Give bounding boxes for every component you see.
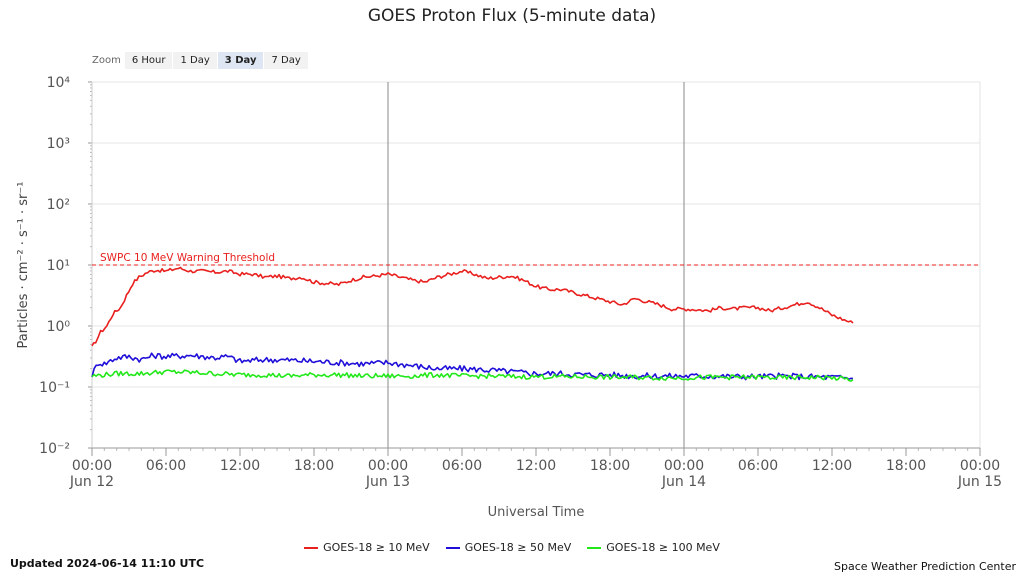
legend-label-100mev: GOES-18 ≥ 100 MeV (606, 541, 720, 554)
x-axis-label: Universal Time (488, 505, 585, 520)
series-line-2 (91, 369, 854, 382)
x-tick-label-4: 00:00 (368, 458, 408, 474)
legend-label-10mev: GOES-18 ≥ 10 MeV (323, 541, 430, 554)
x-date-label-8: Jun 14 (661, 474, 706, 490)
x-date-label-4: Jun 13 (365, 474, 410, 490)
x-tick-label-0: 00:00 (72, 458, 112, 474)
x-date-label-0: Jun 12 (69, 474, 114, 490)
zoom-3-day-button[interactable]: 3 Day (217, 51, 264, 69)
x-tick-label-9: 06:00 (738, 458, 778, 474)
x-tick-label-6: 12:00 (516, 458, 556, 474)
y-tick-label-0: 10⁴ (47, 75, 71, 91)
legend-swatch-100mev (587, 546, 602, 549)
x-tick-label-5: 06:00 (442, 458, 482, 474)
y-tick-label-5: 10⁻¹ (39, 380, 70, 396)
legend: GOES-18 ≥ 10 MeV GOES-18 ≥ 50 MeV GOES-1… (0, 541, 1024, 554)
legend-swatch-50mev (445, 546, 460, 549)
x-date-label-12: Jun 15 (957, 474, 1002, 490)
x-tick-label-8: 00:00 (664, 458, 704, 474)
legend-item-50mev[interactable]: GOES-18 ≥ 50 MeV (445, 541, 572, 554)
y-tick-label-1: 10³ (47, 136, 70, 152)
x-tick-label-7: 18:00 (590, 458, 630, 474)
chart-title: GOES Proton Flux (5-minute data) (367, 6, 657, 26)
zoom-7-day-button[interactable]: 7 Day (264, 51, 308, 69)
legend-swatch-10mev (304, 546, 319, 549)
legend-item-100mev[interactable]: GOES-18 ≥ 100 MeV (587, 541, 720, 554)
legend-label-50mev: GOES-18 ≥ 50 MeV (464, 541, 572, 554)
x-tick-label-2: 12:00 (220, 458, 260, 474)
x-tick-label-10: 12:00 (812, 458, 852, 474)
zoom-1-day-button[interactable]: 1 Day (173, 51, 217, 69)
x-tick-label-1: 06:00 (146, 458, 186, 474)
zoom-6-hour-button[interactable]: 6 Hour (124, 51, 173, 69)
zoom-label: Zoom (92, 54, 121, 66)
y-axis: 10⁴ 10³ 10² 10¹ 10⁰ 10⁻¹ 10⁻² (39, 75, 93, 457)
y-tick-label-4: 10⁰ (47, 319, 71, 335)
threshold-label: SWPC 10 MeV Warning Threshold (100, 252, 275, 264)
y-tick-label-3: 10¹ (47, 258, 70, 274)
credit: Space Weather Prediction Center (834, 560, 1016, 573)
x-tick-label-11: 18:00 (886, 458, 926, 474)
y-tick-label-2: 10² (47, 197, 70, 213)
legend-item-10mev[interactable]: GOES-18 ≥ 10 MeV (304, 541, 430, 554)
series-group (91, 266, 854, 382)
x-tick-label-3: 18:00 (294, 458, 334, 474)
series-line-0 (91, 266, 854, 347)
threshold: SWPC 10 MeV Warning Threshold (92, 252, 980, 266)
updated-timestamp: Updated 2024-06-14 11:10 UTC (10, 557, 205, 570)
zoom-bar: Zoom 6 Hour 1 Day 3 Day 7 Day (92, 50, 309, 70)
y-tick-label-6: 10⁻² (39, 441, 70, 457)
x-tick-label-12: 00:00 (960, 458, 1000, 474)
y-axis-label: Particles · cm⁻² · s⁻¹ · sr⁻¹ (16, 182, 31, 349)
